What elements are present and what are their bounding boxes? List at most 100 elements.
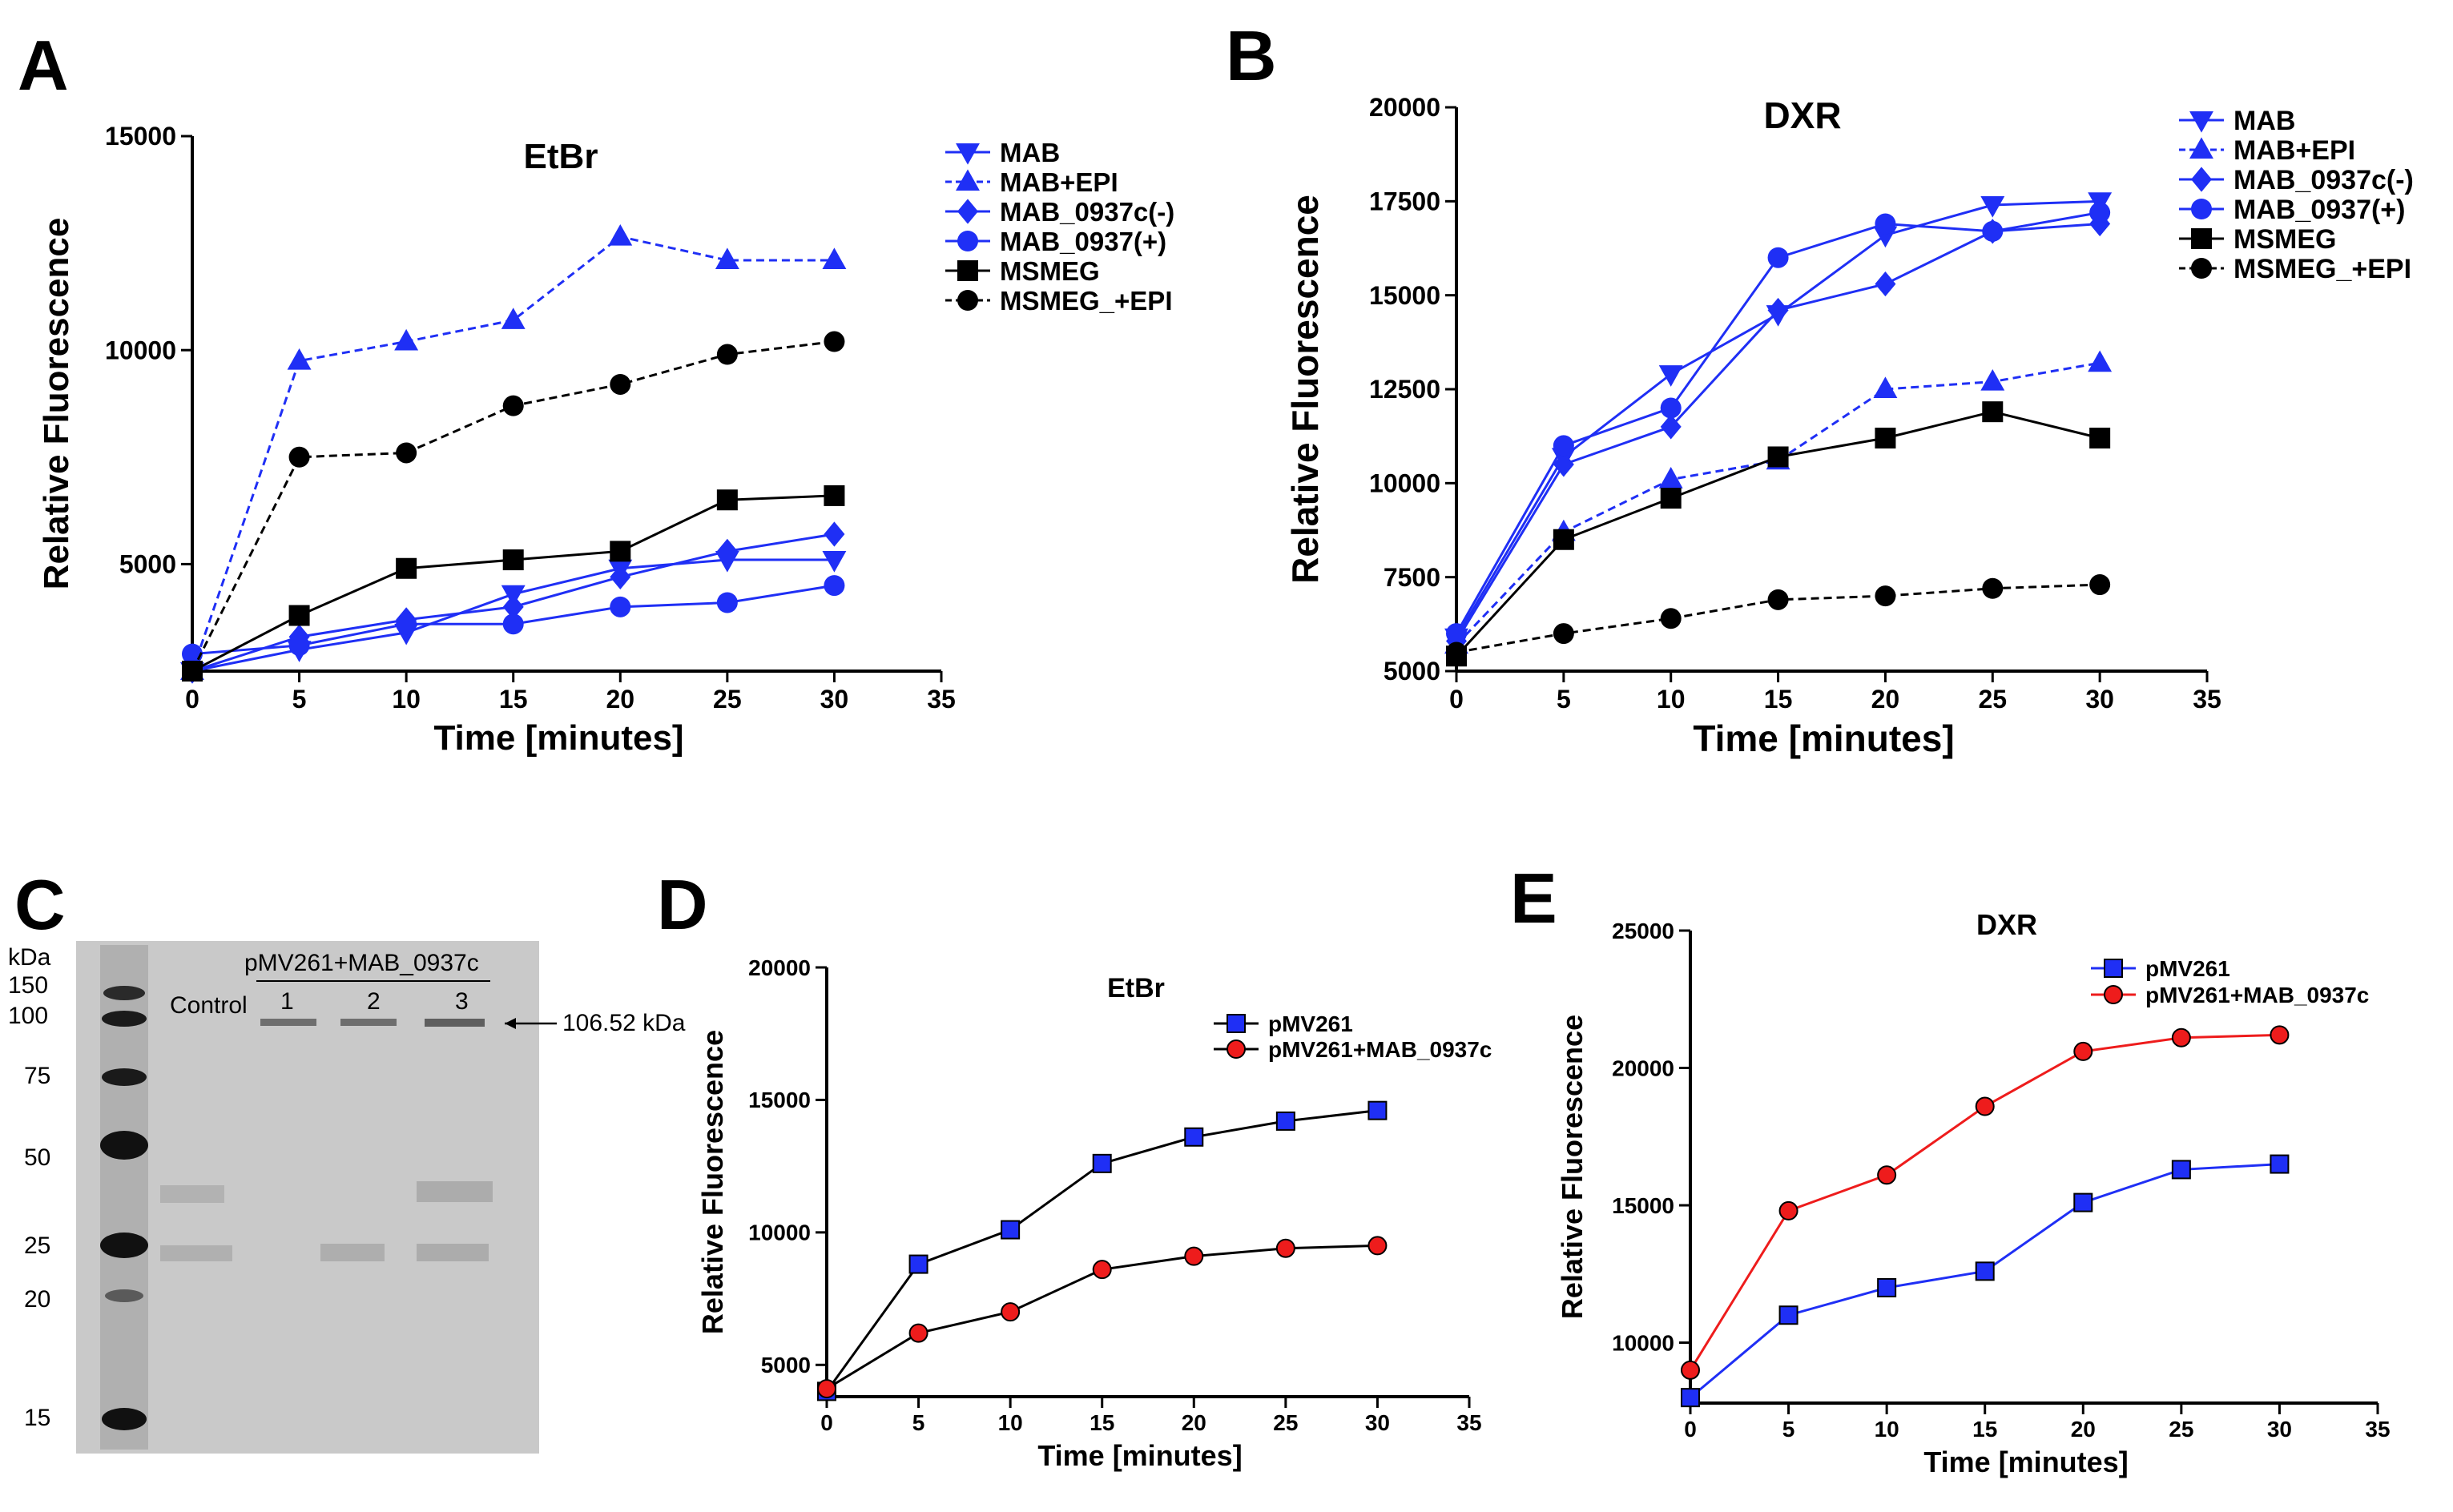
chart-title: EtBr [1107,973,1165,1003]
chart-d-etbr: 0 5 10 15 20 25 30 35 5000 10000 15000 20000 EtBr Tim… [696,955,1492,1472]
x-tick-label: 20 [606,685,634,714]
y-tick-label: 5000 [119,550,176,579]
x-tick-label: 10 [1875,1417,1899,1442]
legend-marker [2104,985,2123,1004]
data-point [716,344,738,365]
chart-title: EtBr [524,137,598,176]
smear-band [320,1244,385,1261]
legend-label: MAB_0937c(-) [1000,197,1174,227]
series-msmeg-epi [182,331,845,682]
legend-label: MAB+EPI [2233,135,2355,166]
data-point [2089,211,2111,237]
ladder-marker-50: 50 [24,1144,50,1171]
data-point [822,551,847,573]
y-tick-label: 15000 [105,122,176,151]
legend-label: MSMEG_+EPI [2233,254,2411,284]
data-point [824,521,845,547]
data-point [1553,623,1574,645]
chart-a-etbr: 0 5 10 15 20 25 30 35 5000 10000 15000 EtBr Time [mi… [37,122,1174,758]
data-point [502,549,524,571]
data-point [610,373,631,395]
smear-band [417,1244,489,1261]
data-point [1184,1127,1204,1147]
x-tick-label: 20 [1871,685,1900,714]
x-tick-label: 5 [292,685,307,714]
x-tick-label: 10 [1657,685,1686,714]
data-point [824,331,845,352]
x-tick-label: 0 [1684,1417,1697,1442]
x-tick-label: 15 [1090,1410,1114,1435]
panel-label-d: D [657,865,708,944]
data-point [2073,1041,2093,1061]
x-tick-label: 35 [927,685,956,714]
data-point [502,613,524,635]
legend-marker [2191,228,2212,249]
legend-label: MAB_0937(+) [2233,195,2405,225]
data-point [1553,529,1574,550]
lane-control-label: Control [170,992,248,1019]
panel-label-e: E [1510,859,1557,938]
data-point [1767,247,1789,268]
series-msmeg [1446,401,2111,667]
x-tick-label: 25 [2169,1417,2193,1442]
x-tick-label: 30 [2085,685,2114,714]
x-tick-label: 35 [2193,685,2221,714]
data-point [1877,1277,1897,1297]
series-pmv261 [1681,1154,2290,1408]
x-tick-label: 10 [998,1410,1023,1435]
data-point [1875,213,1896,235]
legend-marker [957,199,978,224]
data-point [287,348,312,370]
series-pmv261-mab-0937c [1681,1025,2290,1380]
y-tick-label: 10000 [105,336,176,364]
y-tick-label: 12500 [1369,375,1440,404]
y-tick-label: 10000 [1369,469,1440,498]
data-point [1875,271,1896,297]
y-axis-label: Relative Fluorescence [1284,195,1326,584]
legend-label: pMV261 [1268,1011,1353,1036]
x-tick-label: 30 [820,685,849,714]
data-point [1975,1096,1995,1116]
data-point [396,442,417,464]
legend-marker [2189,111,2213,133]
data-point [502,395,524,416]
data-point [1367,1236,1388,1256]
y-tick-label: 17500 [1369,187,1440,216]
legend-label: MSMEG [2233,224,2336,255]
x-tick-label: 35 [2365,1417,2390,1442]
smear-band [417,1181,493,1202]
data-point [1001,1220,1021,1240]
data-point [1767,589,1789,610]
ladder-marker-150: 150 [8,972,48,999]
legend-label: MAB_0937(+) [1000,227,1166,256]
legend-label: MAB+EPI [1000,167,1118,197]
data-point [1001,1302,1021,1322]
data-point [396,613,417,635]
ladder-marker-25: 25 [24,1233,50,1259]
data-point [2089,574,2111,596]
data-point [1092,1153,1112,1173]
data-point [824,485,845,506]
data-point [182,661,203,682]
y-tick-label: 15000 [748,1088,811,1112]
x-axis-label: Time [minutes] [1693,718,1954,759]
kda-label: kDa [8,944,51,971]
lane-3-label: 3 [455,988,469,1015]
data-point [501,308,526,329]
data-point [1660,488,1682,509]
data-point [1184,1246,1204,1266]
y-axis-label: Relative Fluorescence [696,1030,729,1334]
data-point [1982,401,2004,423]
data-point [396,557,417,579]
data-point [288,605,310,626]
legend-marker [957,231,978,251]
smear-band [160,1185,224,1203]
data-point [610,541,631,562]
data-point [715,247,739,270]
ladder-lane [100,945,148,1450]
ladder-marker-75: 75 [24,1063,50,1089]
data-point [1875,428,1896,449]
data-point [2088,350,2113,372]
data-point [288,634,310,656]
